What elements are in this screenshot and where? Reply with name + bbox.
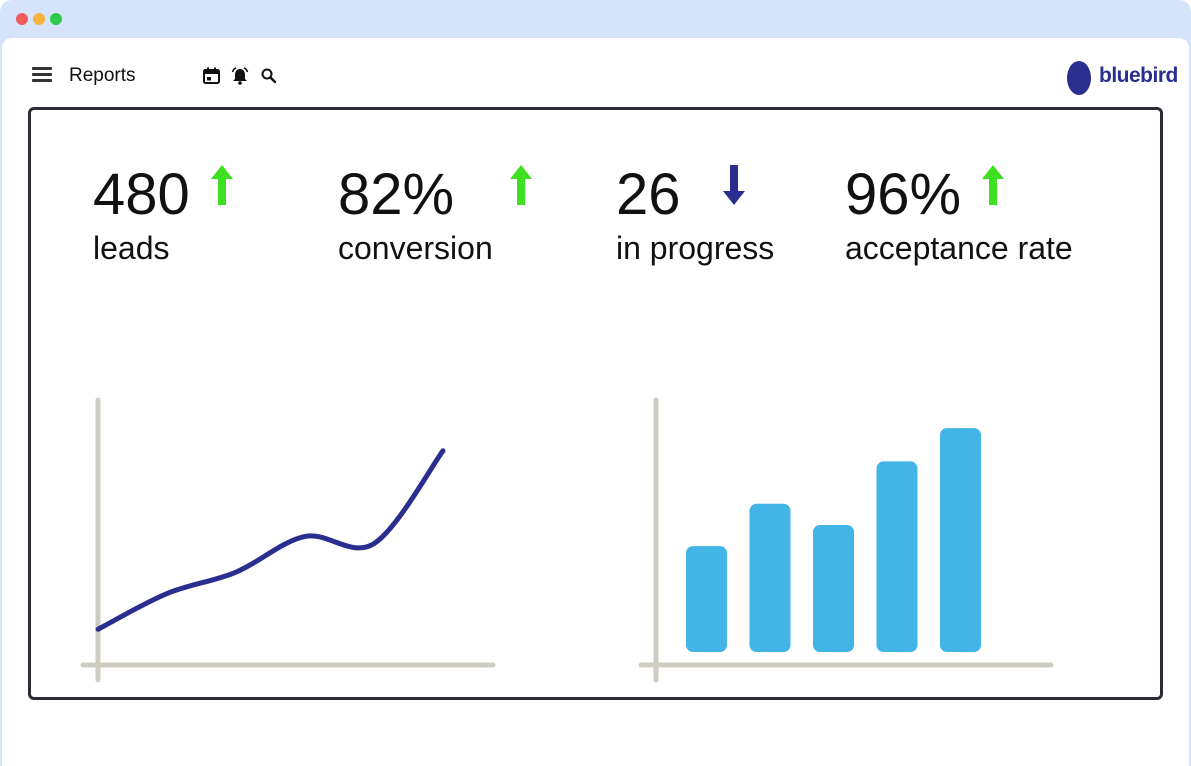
logo-text: bluebird: [1099, 64, 1178, 87]
trend-up-icon: [211, 165, 233, 205]
stat-value: 26: [616, 162, 681, 227]
bell-icon[interactable]: [230, 66, 250, 86]
minimize-button[interactable]: [33, 13, 45, 25]
calendar-icon[interactable]: [202, 66, 222, 86]
line-chart: [80, 397, 496, 683]
stat-label: acceptance rate: [845, 230, 1073, 266]
bar-2: [749, 503, 791, 652]
menu-icon[interactable]: [32, 65, 54, 83]
title-bar: [0, 0, 1191, 38]
stat-value: 82%: [338, 162, 455, 227]
bluebird-logo[interactable]: bluebird: [1065, 58, 1178, 98]
stat-label: in progress: [616, 230, 775, 266]
trend-down-icon: [723, 165, 745, 205]
trend-up-icon: [982, 165, 1004, 205]
stat-value: 96%: [845, 162, 962, 227]
bluebird-egg-icon: [1067, 61, 1091, 95]
page-title: Reports: [69, 65, 136, 86]
stat-label: conversion: [338, 230, 493, 266]
reports-card: 480 leads 82% conversion 26 in progress …: [28, 107, 1163, 700]
maximize-button[interactable]: [50, 13, 62, 25]
stat-value: 480: [93, 162, 190, 227]
trend-up-icon: [510, 165, 532, 205]
bar-1: [686, 546, 727, 652]
bar-4: [876, 461, 918, 652]
bar-chart: [638, 397, 1054, 683]
line-series: [95, 448, 446, 632]
top-bar: Reports: [2, 38, 1189, 118]
search-icon[interactable]: [259, 66, 279, 86]
bar-3: [813, 524, 854, 652]
bar-5: [940, 428, 981, 652]
stat-label: leads: [93, 230, 170, 266]
close-button[interactable]: [16, 13, 28, 25]
